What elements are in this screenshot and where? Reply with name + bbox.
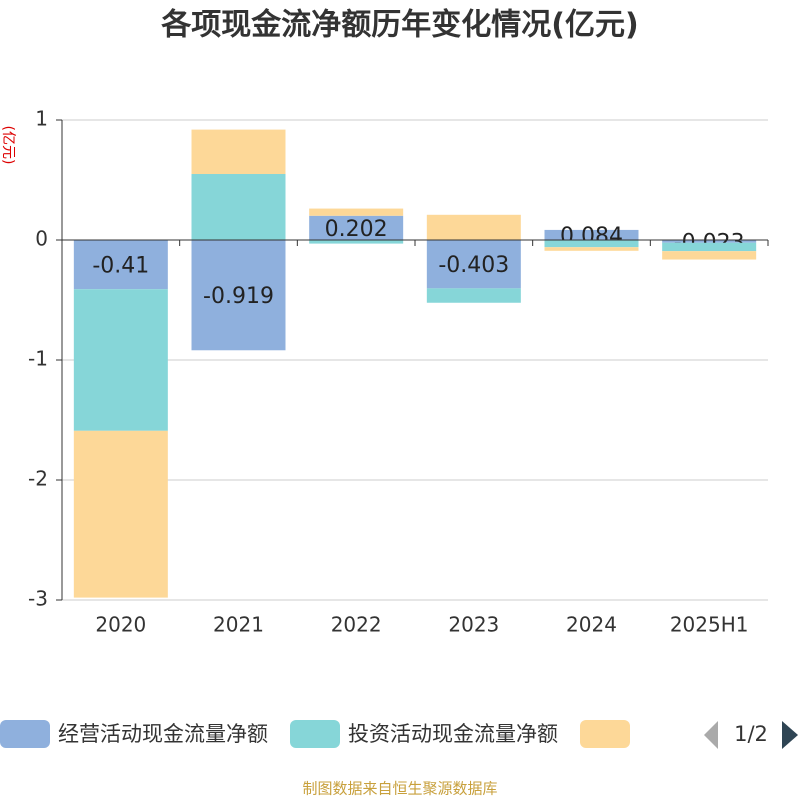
bar-segment xyxy=(191,240,286,351)
legend-label[interactable]: 经营活动现金流量净额 xyxy=(58,722,268,746)
data-label: -0.919 xyxy=(203,284,274,309)
data-label: -0.41 xyxy=(92,254,149,279)
legend-prev[interactable] xyxy=(704,721,718,749)
y-tick-label: 0 xyxy=(35,227,48,251)
y-tick-label: -2 xyxy=(28,467,48,491)
data-label: -0.403 xyxy=(438,253,509,278)
bar-segment xyxy=(426,214,521,240)
x-tick-label: 2023 xyxy=(448,613,499,637)
y-axis-label: (亿元) xyxy=(0,126,16,165)
bar-segment xyxy=(73,430,168,598)
legend-next[interactable] xyxy=(782,721,798,749)
legend-label[interactable]: 投资活动现金流量净额 xyxy=(348,722,558,746)
x-tick-label: 2025H1 xyxy=(670,613,749,637)
bar-segment xyxy=(662,240,757,243)
bar-segment xyxy=(426,288,521,303)
bar-segment xyxy=(191,174,286,240)
x-tick-label: 2021 xyxy=(213,613,264,637)
y-tick-label: -1 xyxy=(28,347,48,371)
bar-segment xyxy=(73,240,168,290)
bar-segment xyxy=(544,229,639,240)
legend-swatch[interactable] xyxy=(0,720,50,748)
bar-segment xyxy=(309,208,404,216)
bar-segment xyxy=(309,215,404,240)
bar-segment xyxy=(426,240,521,289)
x-tick-label: 2024 xyxy=(566,613,617,637)
legend-page: 1/2 xyxy=(734,722,768,746)
bar-segment xyxy=(662,251,757,260)
bar-segment xyxy=(544,247,639,251)
y-tick-label: -3 xyxy=(28,587,48,611)
legend-swatch[interactable] xyxy=(580,720,630,748)
source-note: 制图数据来自恒生聚源数据库 xyxy=(302,780,497,798)
data-label: 0.202 xyxy=(325,217,388,242)
bar-segment xyxy=(309,240,404,244)
bar-segment xyxy=(544,240,639,248)
bar-segment xyxy=(73,289,168,431)
bar-segment xyxy=(662,242,757,252)
x-tick-label: 2020 xyxy=(95,613,146,637)
y-tick-label: 1 xyxy=(35,107,48,131)
legend-swatch[interactable] xyxy=(290,720,340,748)
x-tick-label: 2022 xyxy=(331,613,382,637)
chart-title: 各项现金流净额历年变化情况(亿元) xyxy=(160,8,638,43)
bar-segment xyxy=(191,129,286,174)
